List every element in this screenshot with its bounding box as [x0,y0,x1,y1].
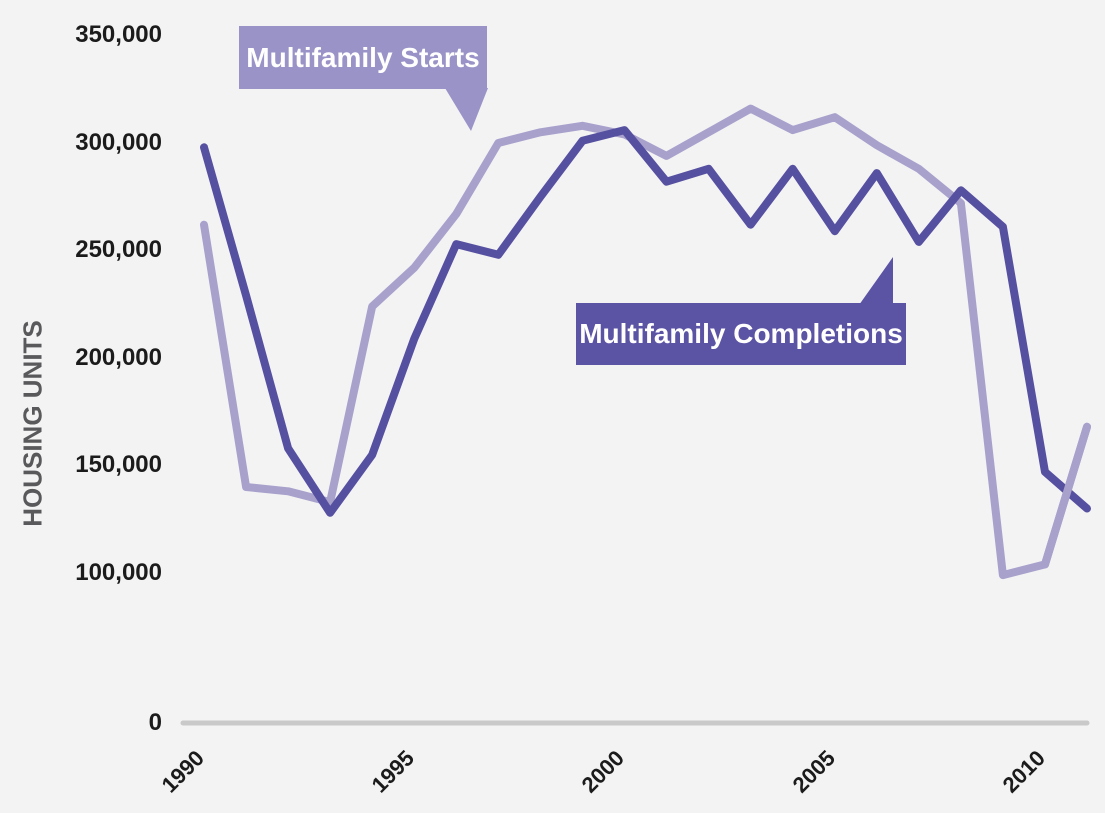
y-tick-label-250000: 250,000 [75,236,162,263]
y-tick-label-0: 0 [148,709,162,736]
completions-line [200,126,1091,517]
y-tick-label-200000: 200,000 [75,344,162,371]
y-tick-label-100000: 100,000 [75,559,162,586]
completions-callout-pointer [859,257,893,305]
starts-line-final-segment [1041,422,1091,569]
starts-line [200,104,1091,580]
completions-series-label: Multifamily Completions [576,303,906,365]
y-axis-title: HOUSING UNITS [17,320,48,527]
starts-series-label: Multifamily Starts [239,26,487,89]
starts-callout-pointer [445,88,488,131]
y-tick-label-350000: 350,000 [75,21,162,48]
y-tick-label-300000: 300,000 [75,129,162,156]
y-tick-label-150000: 150,000 [75,451,162,478]
